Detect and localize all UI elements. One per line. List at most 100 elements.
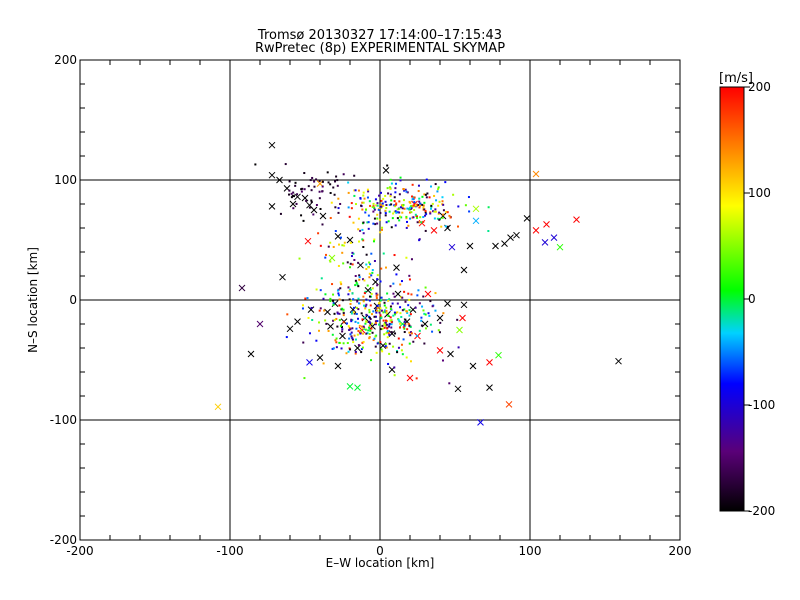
scatter-dot [379,280,382,283]
scatter-dots [254,163,490,385]
scatter-dot [339,324,342,327]
scatter-dot [368,332,371,335]
scatter-dot [348,326,351,329]
scatter-dot [419,204,422,207]
scatter-dot [342,173,345,176]
scatter-dot [365,332,368,335]
scatter-dot [412,198,415,201]
scatter-point [448,243,456,251]
scatter-dot [367,221,370,224]
scatter-dot [379,307,382,310]
scatter-dot [400,280,403,283]
scatter-dot [384,310,387,313]
scatter-dot [364,322,367,325]
scatter-dot [424,229,427,232]
scatter-dot [438,200,441,203]
scatter-dot [406,311,409,314]
scatter-dot [374,320,377,323]
scatter-point [454,385,462,393]
x-axis-label: E–W location [km] [326,556,435,570]
scatter-dot [324,319,327,322]
scatter-dot [408,278,411,281]
scatter-dot [352,298,355,301]
scatter-dot [384,209,387,212]
scatter-dot [340,347,343,350]
scatter-dot [437,212,440,215]
scatter-dot [368,324,371,327]
scatter-dot [447,225,450,228]
scatter-dot [363,316,366,319]
scatter-dot [354,279,357,282]
scatter-dot [320,277,323,280]
scatter-dot [353,189,356,192]
scatter-dot [417,289,420,292]
scatter-dot [409,201,412,204]
scatter-dot [389,178,392,181]
scatter-point [268,171,276,179]
x-tick-label: -100 [216,544,243,558]
axis-ticks: -200 -100 0 100 200 -200 -100 0 100 200 [50,53,692,558]
scatter-dot [353,258,356,261]
scatter-dot [409,334,412,337]
scatter-dot [306,297,309,300]
scatter-point [289,200,297,208]
scatter-dot [385,207,388,210]
scatter-dot [418,197,421,200]
scatter-dot [375,294,378,297]
scatter-dot [387,332,390,335]
scatter-dot [310,200,313,203]
scatter-dot [420,319,423,322]
scatter-dot [382,204,385,207]
scatter-dot [384,266,387,269]
scatter-dot [374,198,377,201]
scatter-dot [329,241,332,244]
scatter-dot [390,321,393,324]
scatter-dot [360,325,363,328]
scatter-dot [358,240,361,243]
scatter-dot [348,289,351,292]
scatter-dot [408,331,411,334]
scatter-dot [321,185,324,188]
scatter-dot [386,164,389,167]
scatter-dot [421,195,424,198]
scatter-dot [372,222,375,225]
scatter-dot [360,312,363,315]
scatter-dot [428,314,431,317]
scatter-dot [398,207,401,210]
scatter-dot [376,204,379,207]
scatter-dot [371,271,374,274]
scatter-dot [406,328,409,331]
scatter-dot [368,336,371,339]
scatter-dot [394,205,397,208]
scatter-dot [433,194,436,197]
scatter-dot [368,295,371,298]
scatter-dot [370,359,373,362]
scatter-dot [374,323,377,326]
scatter-dot [354,320,357,323]
scatter-point [346,236,354,244]
scatter-dot [369,322,372,325]
scatter-dot [315,204,318,207]
scatter-dot [332,299,335,302]
scatter-dot [279,212,282,215]
scatter-dot [333,193,336,196]
scatter-dot [408,324,411,327]
scatter-dot [386,331,389,334]
scatter-dot [384,212,387,215]
scatter-dot [392,345,395,348]
scatter-dot [368,316,371,319]
scatter-dot [341,251,344,254]
scatter-point [294,318,301,325]
scatter-dot [389,316,392,319]
scatter-dot [358,302,361,305]
scatter-dot [384,194,387,197]
scatter-dot [385,203,388,206]
scatter-dot [398,200,401,203]
scatter-dot [380,299,383,302]
scatter-dot [342,314,345,317]
scatter-dot [335,341,338,344]
colorbar [719,86,745,512]
scatter-dot [371,331,374,334]
scatter-dot [380,328,383,331]
scatter-dot [379,231,382,234]
